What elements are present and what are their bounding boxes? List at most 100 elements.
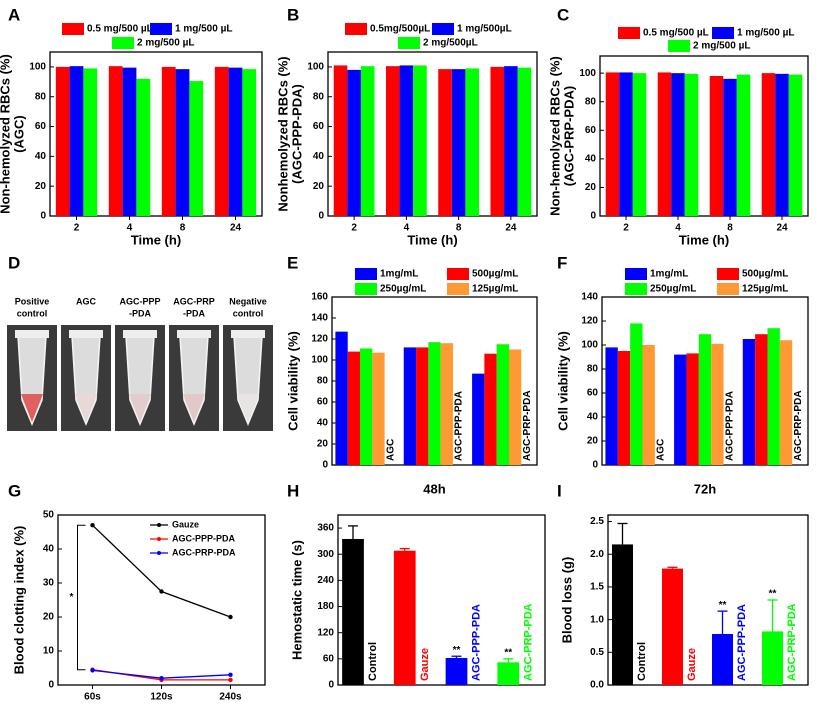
x-tick-label: AGC-PRP-PDA xyxy=(793,390,804,461)
tube-label: AGC-PPP xyxy=(119,296,160,306)
bar xyxy=(69,66,84,216)
significance-label: ** xyxy=(719,600,727,611)
bar xyxy=(761,73,776,217)
y-axis-title: Hemostatic time (s) xyxy=(289,540,304,660)
y-tick-label: 80 xyxy=(313,91,325,102)
tube-liquid xyxy=(237,394,259,422)
panel-label: H xyxy=(287,481,299,500)
y-tick-label: 40 xyxy=(43,544,55,555)
bar xyxy=(723,78,737,216)
y-tick-label: 140 xyxy=(581,292,598,303)
bar xyxy=(619,72,633,216)
tube-label: -PDA xyxy=(183,308,205,318)
bar xyxy=(416,347,429,465)
legend-label: Gauze xyxy=(172,519,199,529)
legend-swatch xyxy=(355,283,377,295)
bar xyxy=(335,331,348,465)
tube-label: control xyxy=(233,308,264,318)
x-tick-label: 24 xyxy=(776,223,788,234)
x-tick-label: 4 xyxy=(675,223,681,234)
legend-label: 1 mg/500 µL xyxy=(175,24,232,35)
legend-label: AGC-PRP-PDA xyxy=(172,547,236,557)
x-tick-label: 60s xyxy=(84,692,101,703)
y-axis-title: Cell viability (%) xyxy=(555,331,570,431)
y-tick-label: 20 xyxy=(317,439,329,450)
y-tick-label: 60 xyxy=(323,653,335,664)
tube-cap xyxy=(123,330,157,338)
x-tick-label: 240s xyxy=(219,692,242,703)
x-axis-title: Time (h) xyxy=(131,232,181,247)
legend-label: 1mg/mL xyxy=(650,269,688,280)
y-tick-label: 120 xyxy=(311,334,328,345)
y-tick-label: 80 xyxy=(585,96,597,107)
legend-swatch xyxy=(668,40,690,52)
y-tick-label: 0 xyxy=(328,680,334,691)
bar xyxy=(674,354,687,465)
plot-frame xyxy=(607,514,809,686)
point xyxy=(159,676,164,681)
x-tick-label: AGC-PPP-PDA xyxy=(471,604,483,681)
bar xyxy=(360,348,373,465)
y-tick-label: 2.5 xyxy=(590,516,604,527)
bar xyxy=(228,67,243,217)
error-bar xyxy=(667,566,678,569)
legend-label: 1mg/mL xyxy=(380,269,418,280)
y-tick-label: 0 xyxy=(590,211,596,222)
tube-label: Positive xyxy=(15,296,50,306)
bar xyxy=(122,67,137,217)
y-axis-title: Cell viability (%) xyxy=(285,331,300,431)
legend-label: 1 mg/500µL xyxy=(457,24,512,35)
y-tick-label: 0.0 xyxy=(590,680,604,691)
y-tick-label: 80 xyxy=(587,364,599,375)
bar xyxy=(83,68,98,217)
bar xyxy=(711,343,724,465)
y-tick-label: 40 xyxy=(585,153,597,164)
legend-swatch xyxy=(625,283,647,295)
tube-label: Negative xyxy=(229,296,267,306)
y-tick-label: 0.5 xyxy=(590,647,604,658)
y-tick-label: 0 xyxy=(48,680,54,691)
legend-swatch xyxy=(398,37,420,49)
bar xyxy=(742,339,756,465)
bar xyxy=(504,66,518,216)
bar xyxy=(712,634,733,685)
bar xyxy=(612,544,633,685)
bar xyxy=(755,334,768,465)
y-tick-label: 100 xyxy=(581,340,598,351)
bar xyxy=(55,66,70,216)
x-tick-label: 2 xyxy=(623,223,629,234)
x-tick-label: AGC-PRP-PDA xyxy=(522,390,533,461)
tube-cap xyxy=(69,330,103,338)
x-tick-label: 24 xyxy=(230,223,242,234)
error-bar xyxy=(503,658,514,663)
bar xyxy=(767,328,780,465)
y-tick-label: 300 xyxy=(317,549,334,560)
legend-swatch xyxy=(717,268,739,280)
legend-label: 250µg/mL xyxy=(650,284,696,295)
legend-swatch xyxy=(355,268,377,280)
legend-label: 125µg/mL xyxy=(742,284,788,295)
x-tick-label: 2 xyxy=(74,223,80,234)
bar xyxy=(403,347,417,465)
panel-label: A xyxy=(8,5,20,24)
y-axis-title: Blood loss (g) xyxy=(559,557,574,644)
y-tick-label: 40 xyxy=(587,412,599,423)
bar xyxy=(508,349,522,465)
legend-label: 0.5mg/500µL xyxy=(370,24,430,35)
y-tick-label: 140 xyxy=(311,313,328,324)
bar xyxy=(413,65,427,216)
legend-label: AGC-PPP-PDA xyxy=(172,533,236,543)
x-axis-title: Time (h) xyxy=(679,232,729,247)
bar xyxy=(496,344,509,465)
bar xyxy=(385,66,400,216)
x-tick-label: 8 xyxy=(180,223,186,234)
bar xyxy=(630,323,643,465)
y-axis-title: (AGC-PPP-PDA) xyxy=(289,84,304,184)
tube-label: AGC xyxy=(76,296,97,306)
y-tick-label: 1.0 xyxy=(590,614,604,625)
significance-bracket xyxy=(77,524,86,671)
y-tick-label: 20 xyxy=(43,612,55,623)
x-tick-label: AGC xyxy=(385,439,396,461)
legend-label: 2 mg/500µL xyxy=(423,38,478,49)
error-bar xyxy=(399,547,410,551)
